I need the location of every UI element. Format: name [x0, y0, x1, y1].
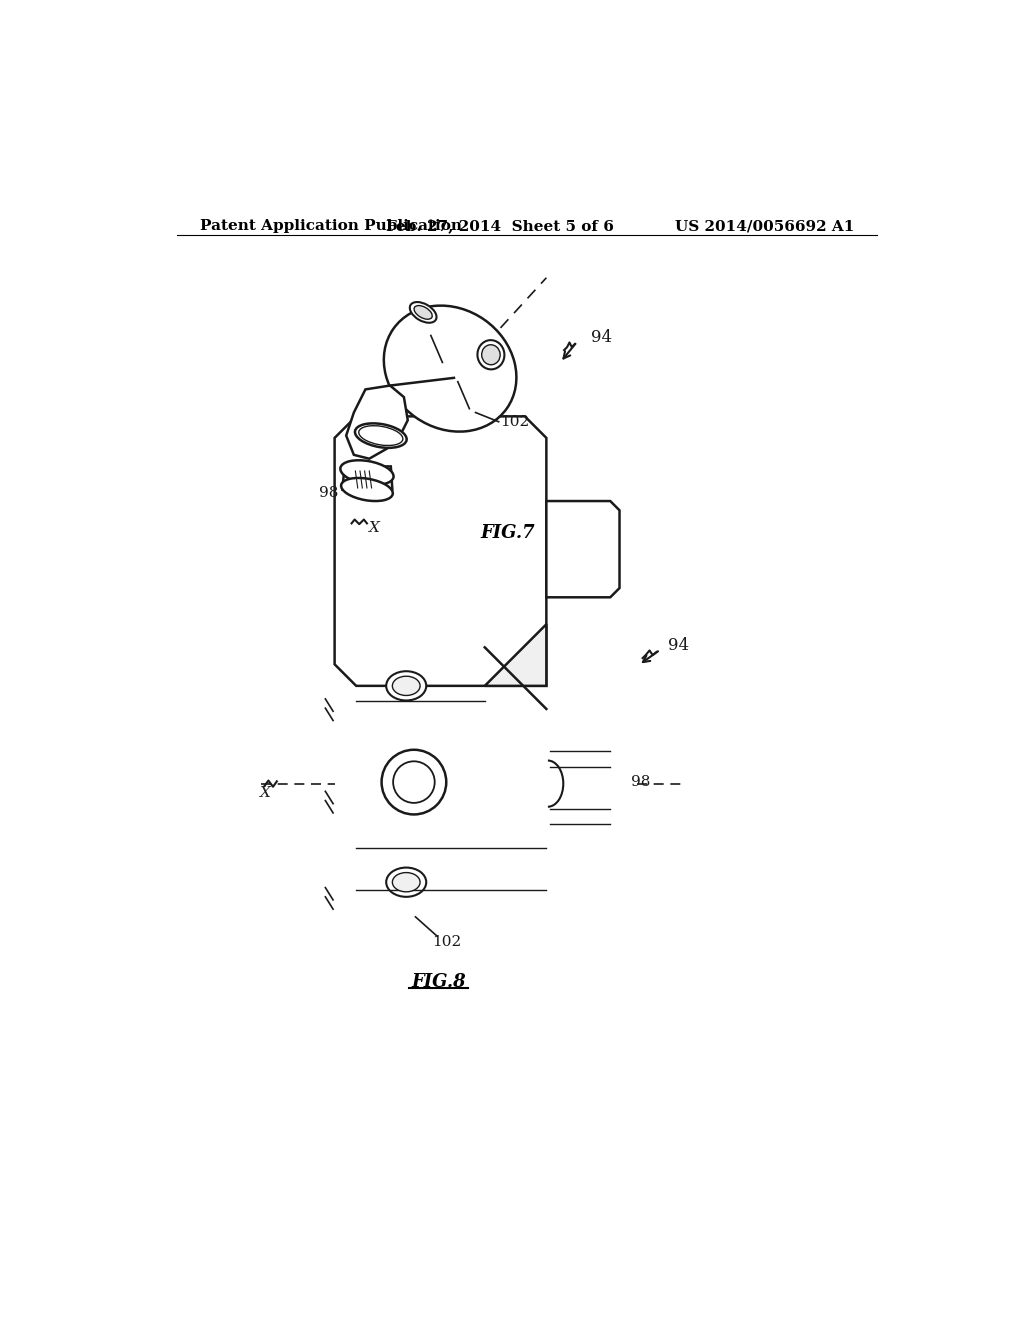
Ellipse shape [477, 341, 505, 370]
Ellipse shape [392, 873, 420, 892]
Polygon shape [484, 624, 547, 686]
Ellipse shape [340, 461, 393, 484]
Text: 94: 94 [668, 636, 689, 653]
Polygon shape [342, 466, 392, 490]
Ellipse shape [481, 345, 500, 364]
Ellipse shape [355, 424, 407, 447]
Text: 102: 102 [500, 414, 529, 429]
Text: Patent Application Publication: Patent Application Publication [200, 219, 462, 234]
Ellipse shape [384, 306, 516, 432]
Text: 98: 98 [319, 486, 339, 500]
Polygon shape [335, 416, 547, 686]
Text: 98: 98 [631, 775, 650, 789]
Text: 102: 102 [432, 936, 462, 949]
Ellipse shape [392, 676, 420, 696]
Ellipse shape [410, 302, 436, 323]
Text: US 2014/0056692 A1: US 2014/0056692 A1 [675, 219, 854, 234]
Text: FIG.8: FIG.8 [412, 973, 466, 991]
Text: X: X [369, 521, 379, 535]
Ellipse shape [414, 305, 432, 319]
Ellipse shape [386, 867, 426, 896]
Ellipse shape [358, 426, 402, 445]
Text: 94: 94 [591, 329, 612, 346]
Circle shape [393, 762, 435, 803]
Text: Feb. 27, 2014  Sheet 5 of 6: Feb. 27, 2014 Sheet 5 of 6 [386, 219, 614, 234]
Circle shape [382, 750, 446, 814]
Ellipse shape [341, 478, 393, 502]
Polygon shape [547, 502, 620, 598]
Text: FIG.7: FIG.7 [480, 524, 536, 543]
Ellipse shape [386, 672, 426, 701]
Text: X: X [260, 785, 270, 800]
Polygon shape [346, 385, 408, 459]
